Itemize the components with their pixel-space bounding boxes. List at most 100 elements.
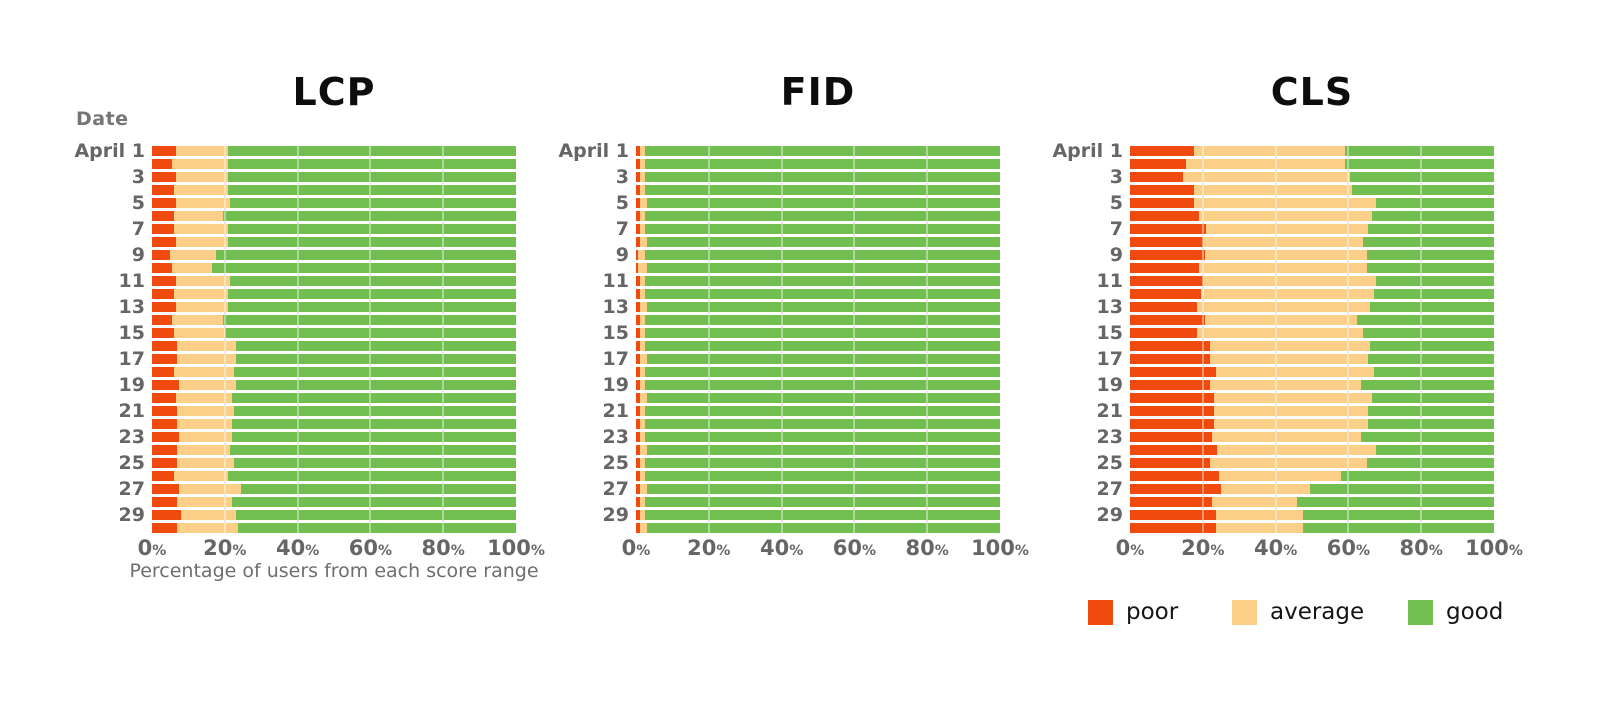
bar-segment-poor [636,484,640,494]
y-tick-label: 21 [1096,400,1123,422]
bar-segment-good [1362,237,1494,247]
chart-title-lcp: LCP [292,70,376,114]
bar-segment-poor [152,224,174,234]
bar-segment-average [175,172,229,182]
bar-row-april-29 [1130,510,1494,520]
legend-label-poor: poor [1126,599,1179,625]
bar-segment-poor [152,250,171,260]
bar-segment-good [1344,159,1494,169]
bar-segment-average [173,185,229,195]
bar-segment-average [1206,224,1369,234]
bar-segment-good [228,471,516,481]
y-tick-label: 23 [1096,426,1123,448]
legend-item-good: good [1408,600,1503,625]
bar-segment-poor [1130,393,1214,403]
x-tick-label: 0% [1115,536,1145,560]
bar-segment-poor [636,302,640,312]
bar-row-april-28 [636,497,1000,507]
bar-row-april-9 [636,250,1000,260]
bar-row-april-3 [636,172,1000,182]
bar-row-april-13 [636,302,1000,312]
bar-segment-good [645,458,1000,468]
bar-segment-good [646,354,1000,364]
bar-segment-average [639,146,646,156]
bar-segment-average [1215,523,1303,533]
bar-segment-good [1344,146,1494,156]
y-tick-label: 3 [615,166,629,188]
bar-segment-poor [636,315,640,325]
bar-segment-average [1211,432,1362,442]
bar-segment-average [639,302,647,312]
bar-row-april-17 [636,354,1000,364]
bar-segment-poor [1130,484,1221,494]
bar-segment-average [639,367,646,377]
bar-segment-good [228,146,516,156]
bar-segment-poor [636,237,640,247]
y-tick-label: April 1 [1052,140,1123,162]
bar-segment-good [646,302,1000,312]
bar-segment-average [175,393,233,403]
x-tick-label: 0% [621,536,651,560]
bar-segment-poor [152,354,178,364]
bar-segment-good [645,367,1000,377]
bar-row-april-11 [1130,276,1494,286]
bar-segment-good [1341,471,1494,481]
bar-segment-poor [636,159,640,169]
bar-row-april-27 [1130,484,1494,494]
y-tick-label: 27 [118,478,145,500]
bar-segment-good [645,146,1000,156]
gridline-highlight [1347,146,1350,533]
bar-segment-poor [1130,315,1205,325]
bar-row-april-30 [636,523,1000,533]
bar-segment-average [639,315,646,325]
y-tick-label: 11 [1096,270,1123,292]
bar-segment-good [1302,510,1494,520]
x-tick-label: 100% [1465,536,1523,560]
bar-row-april-19 [1130,380,1494,390]
bar-row-april-25 [1130,458,1494,468]
y-tick-label: 25 [1096,452,1123,474]
bar-segment-average [639,211,646,221]
bar-segment-poor [152,276,176,286]
bar-segment-average [177,445,231,455]
gridline [1201,146,1204,533]
bar-segment-good [1372,211,1494,221]
bar-row-april-3 [1130,172,1494,182]
bar-segment-average [173,367,234,377]
bar-row-april-5 [1130,198,1494,208]
bar-segment-poor [152,393,176,403]
y-tick-label: 19 [1096,374,1123,396]
bar-segment-average [173,328,225,338]
bar-segment-poor [152,367,174,377]
bar-segment-poor [636,497,640,507]
bar-segment-good [645,510,1000,520]
bar-segment-good [235,510,516,520]
bar-segment-average [1193,198,1376,208]
bar-segment-poor [152,471,174,481]
bar-segment-poor [1130,341,1211,351]
bar-segment-poor [1130,185,1194,195]
bar-row-april-7 [152,224,516,234]
bar-segment-average [175,302,229,312]
bar-segment-poor [152,523,178,533]
bar-segment-average [1193,185,1353,195]
bar-segment-average [1204,250,1367,260]
bar-segment-good [1350,172,1494,182]
bar-segment-good [235,380,516,390]
bar-segment-good [645,289,1000,299]
bar-segment-average [639,458,646,468]
bar-segment-good [1368,224,1494,234]
bar-segment-poor [636,510,640,520]
bar-segment-poor [152,328,174,338]
y-tick-label: April 1 [74,140,145,162]
bar-segment-good [228,224,516,234]
bar-segment-average [639,471,646,481]
bar-row-april-24 [636,445,1000,455]
bar-segment-good [232,432,516,442]
bar-row-april-22 [636,419,1000,429]
bar-segment-average [173,224,229,234]
bar-segment-average [639,406,646,416]
bar-row-april-10 [636,263,1000,273]
bar-row-april-7 [636,224,1000,234]
bar-row-april-8 [636,237,1000,247]
